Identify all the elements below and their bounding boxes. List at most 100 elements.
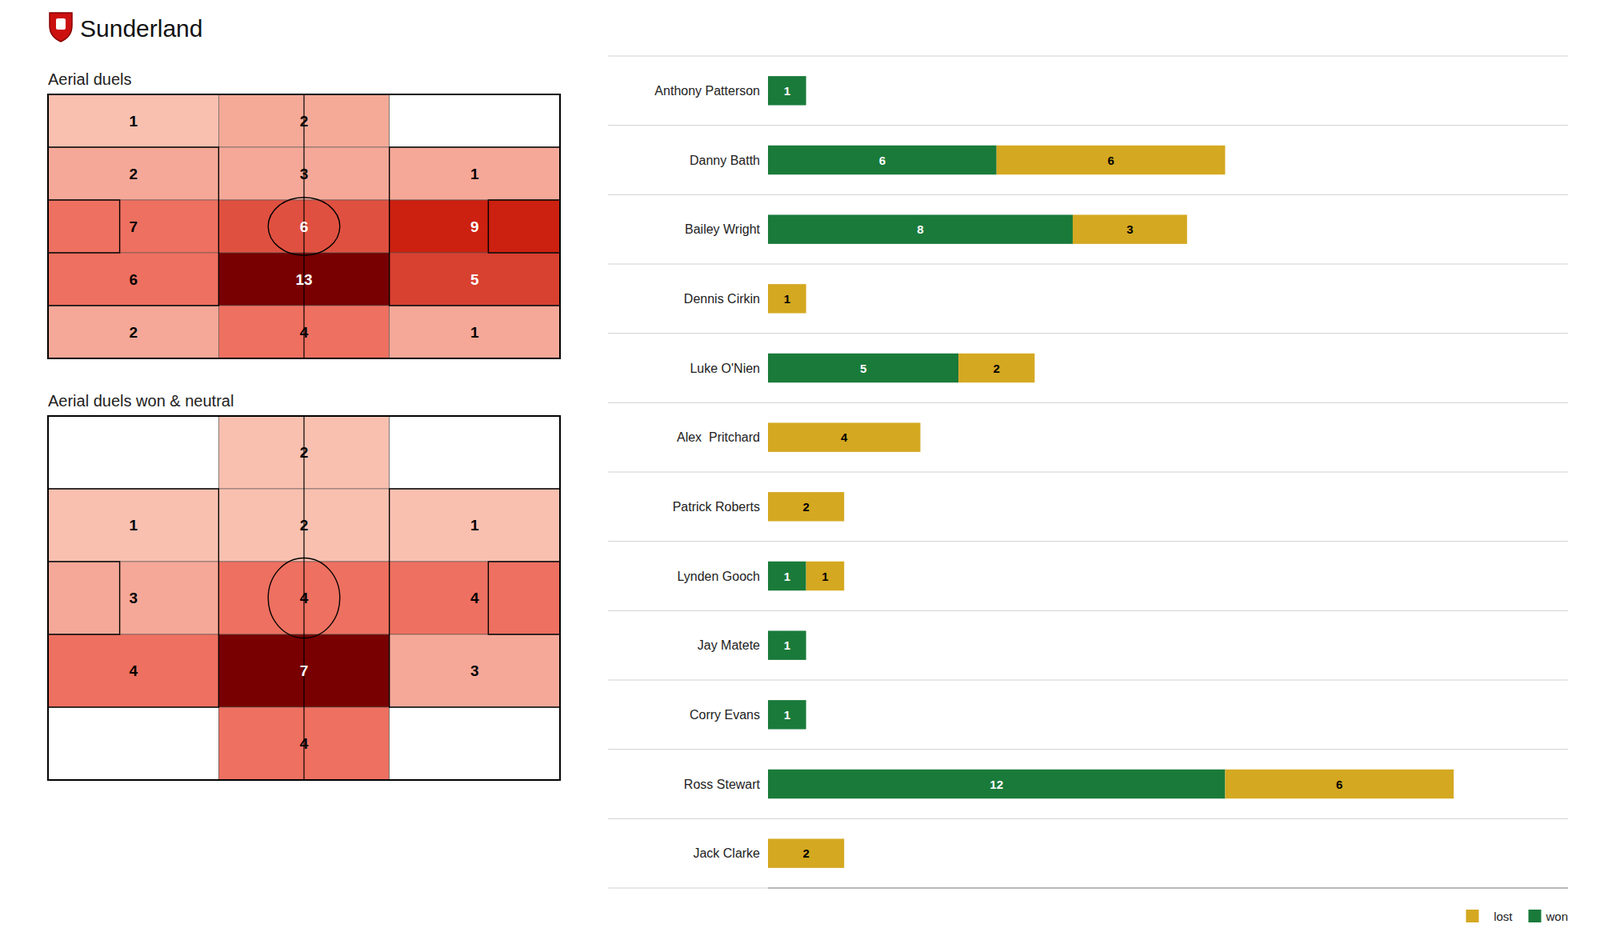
- bar-segment: [768, 353, 959, 383]
- bar-segment: [1224, 769, 1454, 799]
- heatmap-label: 4: [470, 589, 480, 607]
- bar-segment: [996, 145, 1226, 175]
- row-separator: [608, 402, 1568, 404]
- penalty-box: [389, 488, 560, 708]
- bar-segment: [958, 353, 1035, 383]
- pitch-border: [48, 416, 560, 780]
- heatmap-cell: [48, 707, 219, 780]
- bar-segment: [806, 561, 845, 591]
- goal-box: [48, 200, 120, 253]
- category-label: Patrick Roberts: [672, 500, 760, 514]
- legend-swatch: [1466, 909, 1480, 923]
- heatmap-cells: [48, 416, 560, 780]
- heatmap-subtitle: Aerial duels: [48, 70, 132, 88]
- heatmap-label: 2: [128, 165, 138, 183]
- heatmap-label: 1: [128, 112, 138, 130]
- heatmap-cell: [389, 94, 560, 148]
- heatmap-cell: [389, 252, 560, 306]
- heatmap-subtitle: Aerial duels won & neutral: [48, 392, 234, 410]
- bar-segment: [768, 769, 1225, 799]
- bar-label: 1: [784, 84, 791, 98]
- bar-label: 2: [993, 361, 1000, 376]
- bar-label: 6: [1107, 153, 1114, 168]
- heatmap-cell: [48, 488, 219, 562]
- bar-segment: [768, 76, 807, 105]
- goal-box: [48, 561, 120, 635]
- bars: [768, 76, 1454, 868]
- bar-segment: [768, 145, 997, 175]
- legend-swatch: [1528, 909, 1542, 923]
- heatmap-cell: [48, 200, 219, 253]
- row-separator: [608, 540, 1568, 542]
- chart-canvas: SunderlandAerial duels122317696135241Aer…: [0, 0, 1600, 940]
- heatmap: Aerial duels122317696135241: [48, 70, 560, 359]
- heatmap-label: 6: [128, 271, 138, 288]
- heatmap-cell: [389, 561, 560, 635]
- heatmap-label: 9: [470, 218, 480, 236]
- bar-label: 1: [784, 292, 791, 306]
- heatmap-cell: [389, 488, 560, 562]
- heatmap-cell: [48, 416, 219, 489]
- heatmap-label: 1: [470, 324, 480, 341]
- row-separators: [608, 56, 1568, 888]
- row-separator: [608, 472, 1568, 473]
- bar-label: 1: [784, 708, 791, 722]
- heatmap-label: 6: [300, 218, 309, 236]
- row-separator: [608, 818, 1568, 820]
- bar-label: 4: [840, 430, 848, 444]
- penalty-box: [48, 488, 219, 708]
- bar-label: 8: [916, 222, 924, 236]
- heatmap-cell: [48, 147, 219, 200]
- heatmap-label: 5: [470, 271, 480, 288]
- legend-label: lost: [1493, 909, 1513, 924]
- heatmap-cell: [48, 561, 219, 635]
- category-label: Jack Clarke: [692, 846, 760, 860]
- category-label: Alex Pritchard: [676, 430, 760, 444]
- heatmap-cell: [389, 707, 560, 780]
- heatmap-label: 2: [128, 324, 138, 341]
- heatmap-label: 3: [470, 662, 480, 680]
- heatmap-cell: [389, 416, 560, 489]
- penalty-box: [48, 147, 219, 306]
- category-label: Anthony Patterson: [654, 84, 760, 98]
- heatmap-label: 13: [295, 271, 312, 288]
- heatmap-label: 1: [128, 516, 138, 534]
- category-label: Jay Matete: [697, 638, 760, 652]
- heatmap-label: 4: [300, 589, 309, 607]
- bar-segment: [768, 422, 920, 452]
- pitch-border: [48, 94, 560, 359]
- x-axis-line: [768, 888, 1568, 889]
- row-separator: [608, 332, 1568, 334]
- bar-segment: [768, 214, 1073, 244]
- bar-labels: 166831524211111262: [784, 84, 1344, 860]
- bar-label: 5: [860, 361, 867, 376]
- heatmap-label: 4: [300, 735, 309, 752]
- category-label: Dennis Cirkin: [684, 292, 760, 306]
- chart-title: Sunderland: [80, 15, 203, 42]
- heatmap-label: 7: [128, 218, 138, 236]
- bar-segment: [768, 284, 807, 313]
- bar-label: 1: [784, 638, 791, 652]
- heatmap-label: 2: [300, 516, 309, 534]
- heatmap-labels: 122317696135241: [128, 112, 480, 341]
- goal-box: [488, 561, 560, 635]
- bar-label: 1: [821, 569, 828, 584]
- heatmap-label: 4: [300, 324, 309, 341]
- bar-label: 6: [1336, 777, 1343, 792]
- row-separator: [608, 680, 1568, 681]
- background: [0, 0, 1600, 940]
- goal-box: [488, 200, 560, 253]
- heatmap-cell: [48, 634, 219, 708]
- bar-label: 6: [879, 153, 886, 168]
- row-separator: [608, 610, 1568, 612]
- bar-label: 2: [802, 846, 809, 860]
- bar-label: 3: [1126, 222, 1133, 236]
- category-label: Luke O'Nien: [689, 361, 760, 376]
- bar-label: 2: [802, 500, 809, 514]
- heatmap-label: 3: [300, 165, 309, 183]
- bar-label: 1: [784, 569, 791, 584]
- pitch-lines: [48, 94, 560, 359]
- bar-segment: [768, 492, 844, 521]
- heatmap-cell: [48, 252, 219, 306]
- legend-label: won: [1544, 909, 1568, 924]
